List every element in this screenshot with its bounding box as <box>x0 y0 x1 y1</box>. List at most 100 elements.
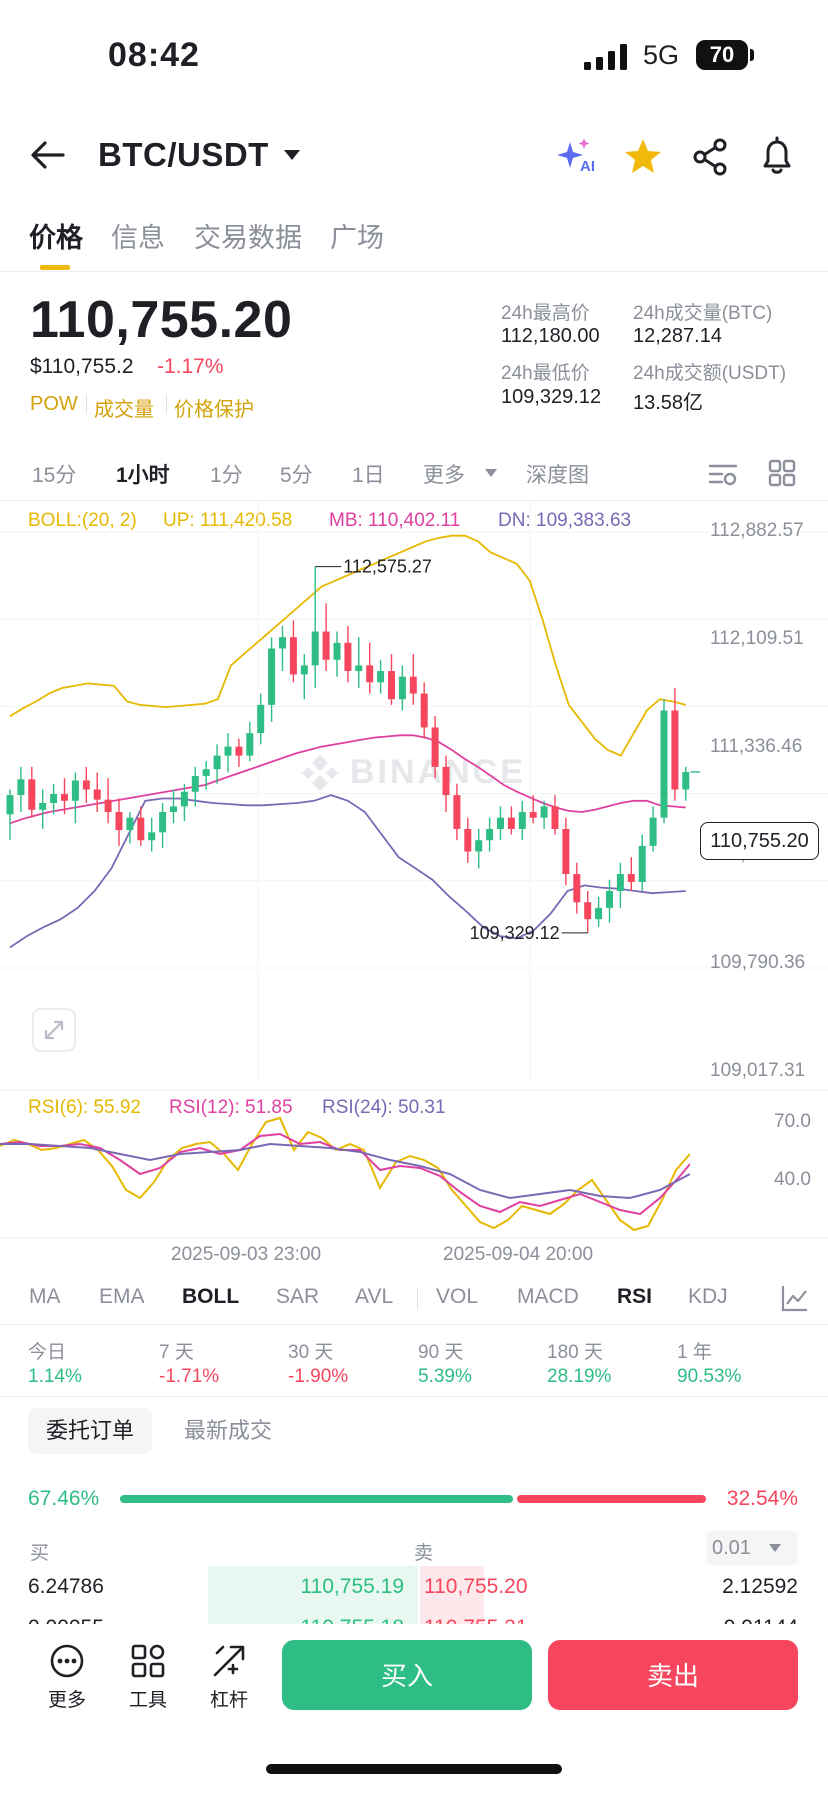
performance-divider <box>0 1396 828 1397</box>
candle <box>551 795 559 835</box>
candle <box>584 890 592 933</box>
candle <box>148 817 156 852</box>
rsi6-value: RSI(6): 55.92 <box>28 1097 141 1118</box>
candle-body <box>507 817 515 829</box>
tag-volume[interactable]: 成交量 <box>94 399 154 421</box>
candle <box>649 806 657 852</box>
ask-quantity[interactable]: 2.12592 <box>722 1575 798 1598</box>
more-dropdown-icon[interactable] <box>484 468 498 478</box>
precision-select[interactable]: 0.01 <box>706 1531 798 1565</box>
pair-title[interactable]: BTC/USDT <box>98 136 269 173</box>
candle <box>246 721 254 762</box>
bid-quantity[interactable]: 6.24786 <box>28 1575 104 1598</box>
candle-body <box>202 769 210 776</box>
nav-leverage-label[interactable]: 杠杆 <box>209 1690 248 1711</box>
status-time: 08:42 <box>108 36 200 74</box>
back-arrow-icon[interactable] <box>30 140 66 170</box>
tab-price[interactable]: 价格 <box>29 223 83 253</box>
indicator-settings-icon[interactable] <box>780 1283 810 1313</box>
perf-label-1y: 1 年 <box>677 1342 712 1363</box>
tools-icon[interactable] <box>130 1643 166 1679</box>
perf-value-180d: 28.19% <box>547 1366 612 1387</box>
interval-more[interactable]: 更多 <box>423 464 465 487</box>
layout-grid-icon[interactable] <box>768 459 796 487</box>
buy-button[interactable]: 买入 <box>282 1640 532 1710</box>
candle-body <box>377 671 385 683</box>
candlestick-chart[interactable]: BINANCE 112,575.27 109,329.12 <box>0 500 828 1080</box>
sell-ratio-percent: 32.54% <box>726 1487 798 1510</box>
ai-button[interactable]: AI <box>556 136 602 178</box>
indicator-tab-sar[interactable]: SAR <box>276 1285 320 1308</box>
tab-square[interactable]: 广场 <box>330 223 384 253</box>
nav-more-label[interactable]: 更多 <box>47 1690 86 1711</box>
candle-body <box>529 812 537 818</box>
candle-body <box>562 828 570 875</box>
low-label: 24h最低价 <box>501 363 590 384</box>
candle <box>562 817 570 886</box>
indicator-tab-macd[interactable]: MACD <box>517 1285 579 1308</box>
candle <box>660 699 668 824</box>
interval-15m[interactable]: 15分 <box>32 464 77 487</box>
interval-1d[interactable]: 1日 <box>352 464 385 487</box>
candle <box>638 834 646 891</box>
indicator-tab-vol[interactable]: VOL <box>436 1285 479 1308</box>
perf-label-today: 今日 <box>28 1342 67 1363</box>
candle-body <box>486 828 494 841</box>
fullscreen-expand-icon[interactable] <box>32 1008 76 1052</box>
depth-chart-tab[interactable]: 深度图 <box>526 464 589 487</box>
candle <box>180 783 188 822</box>
favorite-star-icon[interactable] <box>624 138 662 174</box>
indicator-tab-ma[interactable]: MA <box>29 1285 61 1308</box>
indicator-tab-kdj[interactable]: KDJ <box>688 1285 728 1308</box>
sell-button[interactable]: 卖出 <box>548 1640 798 1710</box>
time-axis-divider <box>0 1237 828 1238</box>
candle-body <box>540 806 548 818</box>
interval-1m[interactable]: 1分 <box>210 464 243 487</box>
nav-tools-label[interactable]: 工具 <box>128 1690 167 1711</box>
orderbook-tab-orders[interactable]: 委托订单 <box>28 1408 152 1454</box>
tag-price-protection[interactable]: 价格保护 <box>174 399 254 421</box>
candle-body <box>180 791 188 807</box>
candle <box>17 766 25 813</box>
candle <box>497 806 504 841</box>
candle-body <box>104 799 112 813</box>
chart-settings-icon[interactable] <box>708 460 738 488</box>
candle <box>137 806 145 846</box>
candle-body <box>257 704 265 734</box>
bell-icon[interactable] <box>760 136 794 176</box>
orderbook-tab-trades[interactable]: 最新成交 <box>184 1418 273 1443</box>
candle-body <box>409 676 417 694</box>
ask-price[interactable]: 110,755.20 <box>424 1575 528 1598</box>
leverage-icon[interactable] <box>211 1643 247 1679</box>
candle-body <box>115 812 123 831</box>
tab-trading-data[interactable]: 交易数据 <box>194 223 302 253</box>
bid-price[interactable]: 110,755.19 <box>300 1575 404 1598</box>
interval-5m[interactable]: 5分 <box>280 464 313 487</box>
candle <box>507 806 515 835</box>
more-icon[interactable] <box>49 1643 85 1679</box>
pair-dropdown-icon[interactable] <box>282 148 302 162</box>
ai-label: AI <box>580 158 595 175</box>
home-indicator <box>266 1764 562 1774</box>
indicator-tab-rsi[interactable]: RSI <box>617 1285 653 1308</box>
candle-body <box>71 780 79 801</box>
candle-body <box>638 845 646 882</box>
ask-depth-bar <box>420 1610 484 1626</box>
tab-info[interactable]: 信息 <box>111 223 165 253</box>
candle <box>170 789 177 824</box>
precision-value: 0.01 <box>712 1537 751 1559</box>
indicator-tab-boll[interactable]: BOLL <box>182 1285 240 1308</box>
rsi-level-40: 40.0 <box>774 1169 811 1190</box>
indicator-tab-avl[interactable]: AVL <box>355 1285 394 1308</box>
low-value: 109,329.12 <box>501 386 602 408</box>
bid-depth-bar <box>208 1610 418 1626</box>
perf-value-90d: 5.39% <box>418 1366 472 1387</box>
candle-body <box>246 733 254 756</box>
candle-body <box>6 795 14 815</box>
share-icon[interactable] <box>692 138 728 176</box>
candle <box>322 603 330 672</box>
indicator-tab-ema[interactable]: EMA <box>99 1285 145 1308</box>
tag-pow[interactable]: POW <box>30 393 78 415</box>
candle-body <box>431 727 439 767</box>
interval-1h[interactable]: 1小时 <box>116 464 170 487</box>
